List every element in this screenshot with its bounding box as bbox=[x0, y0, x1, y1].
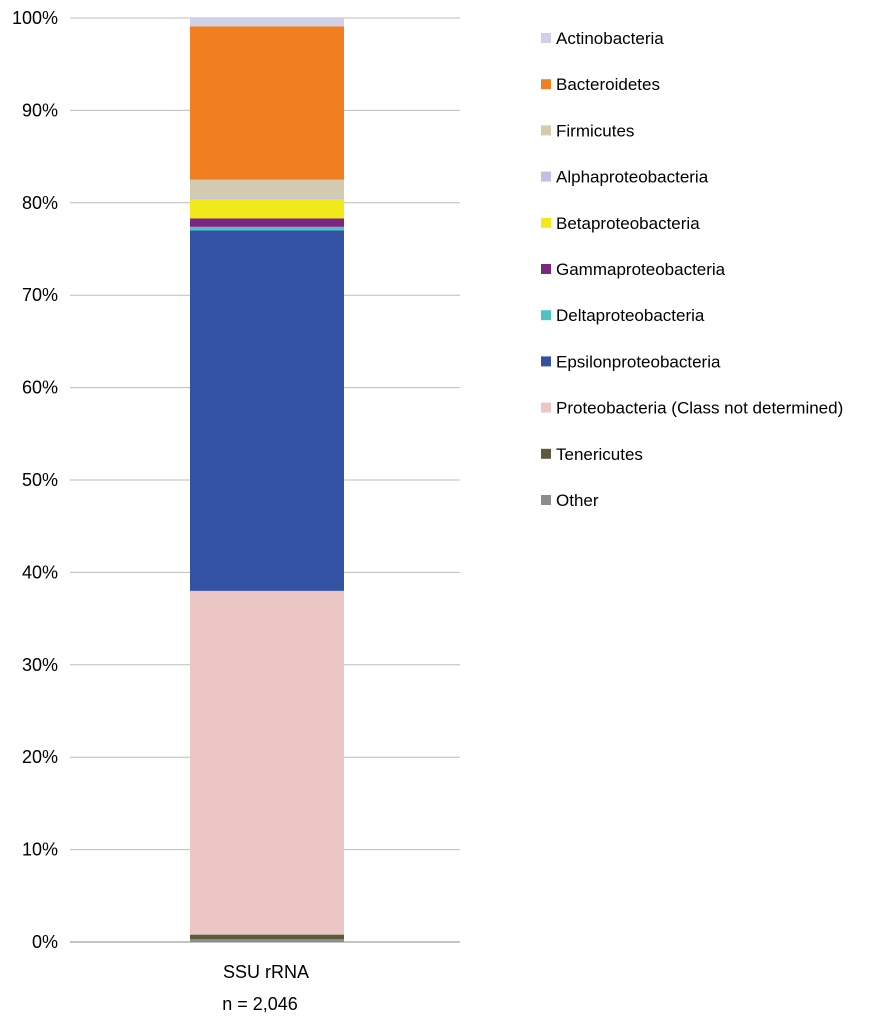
legend-swatch-betaproteobacteria bbox=[541, 217, 551, 228]
legend-label-epsilonproteobacteria: Epsilonproteobacteria bbox=[556, 352, 721, 371]
y-tick-label: 30% bbox=[22, 655, 58, 675]
legend-label-bacteroidetes: Bacteroidetes bbox=[556, 75, 660, 94]
y-tick-label: 70% bbox=[22, 285, 58, 305]
legend-swatch-epsilonproteobacteria bbox=[541, 356, 551, 367]
legend-swatch-other bbox=[541, 495, 551, 505]
bar-segment-tenericutes bbox=[190, 934, 344, 940]
category-sublabel: n = 2,046 bbox=[222, 994, 298, 1014]
bar-segment-gammaproteobacteria bbox=[190, 218, 344, 227]
x-axis: SSU rRNA n = 2,046 bbox=[222, 962, 309, 1014]
y-tick-label: 40% bbox=[22, 562, 58, 582]
legend-label-deltaproteobacteria: Deltaproteobacteria bbox=[556, 306, 705, 325]
y-tick-label: 20% bbox=[22, 747, 58, 767]
y-axis-tick-labels: 0% 10% 20% 30% 40% 50% 60% 70% 80% 90% 100% bbox=[12, 8, 58, 952]
y-tick-label: 50% bbox=[22, 470, 58, 490]
legend-label-proteobacteria-class-not-determined: Proteobacteria (Class not determined) bbox=[556, 399, 843, 418]
legend-swatch-bacteroidetes bbox=[541, 79, 551, 90]
legend-swatch-tenericutes bbox=[541, 448, 551, 459]
legend-label-other: Other bbox=[556, 491, 599, 510]
y-tick-label: 10% bbox=[22, 840, 58, 860]
bar-segment-betaproteobacteria bbox=[190, 199, 344, 219]
legend-swatch-gammaproteobacteria bbox=[541, 264, 551, 274]
legend-label-alphaproteobacteria: Alphaproteobacteria bbox=[556, 168, 709, 187]
y-tick-label: 60% bbox=[22, 378, 58, 398]
bar-segment-proteobacteria-class-not-determined bbox=[190, 590, 344, 935]
legend: Actinobacteria Bacteroidetes Firmicutes Alp… bbox=[541, 29, 843, 510]
bar-segment-alphaproteobacteria bbox=[190, 197, 344, 200]
bar-segment-bacteroidetes bbox=[190, 26, 344, 180]
y-tick-label: 90% bbox=[22, 100, 58, 120]
legend-label-betaproteobacteria: Betaproteobacteria bbox=[556, 214, 700, 233]
legend-label-firmicutes: Firmicutes bbox=[556, 121, 634, 140]
category-label: SSU rRNA bbox=[223, 962, 309, 982]
bar-segment-epsilonproteobacteria bbox=[190, 230, 344, 591]
bar-segment-firmicutes bbox=[190, 179, 344, 198]
legend-swatch-firmicutes bbox=[541, 125, 551, 136]
legend-swatch-proteobacteria-class-not-determined bbox=[541, 402, 551, 413]
y-tick-label: 80% bbox=[22, 193, 58, 213]
legend-label-actinobacteria: Actinobacteria bbox=[556, 29, 664, 48]
legend-label-gammaproteobacteria: Gammaproteobacteria bbox=[556, 260, 726, 279]
bar-segment-actinobacteria bbox=[190, 18, 344, 27]
bar-segment-other bbox=[190, 939, 344, 942]
legend-swatch-alphaproteobacteria bbox=[541, 171, 551, 182]
y-tick-label: 100% bbox=[12, 8, 58, 28]
legend-swatch-actinobacteria bbox=[541, 33, 551, 43]
bar-segment-deltaproteobacteria bbox=[190, 226, 344, 231]
legend-swatch-deltaproteobacteria bbox=[541, 310, 551, 321]
stacked-bar bbox=[190, 18, 344, 942]
legend-label-tenericutes: Tenericutes bbox=[556, 445, 643, 464]
y-tick-label: 0% bbox=[32, 932, 58, 952]
